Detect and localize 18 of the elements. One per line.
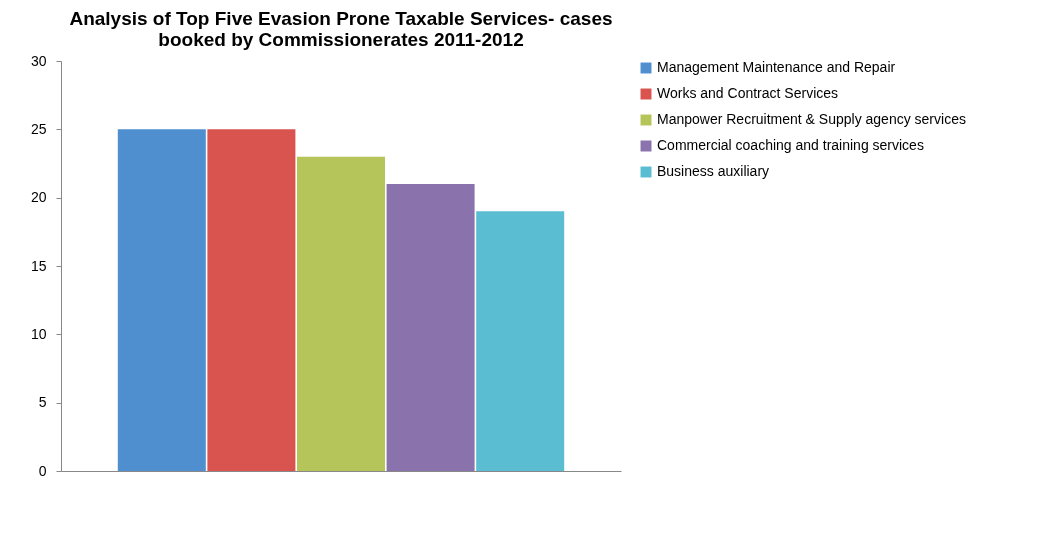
y-tick-label: 15 bbox=[30, 257, 47, 274]
bar bbox=[297, 156, 385, 471]
legend-label: Works and Contract Services bbox=[657, 85, 839, 101]
y-tick-label: 20 bbox=[30, 189, 47, 206]
bar bbox=[386, 184, 475, 471]
chart-title: Analysis of Top Five Evasion Prone Taxable Services- cases booked by Commissionerates 2011-2012 bbox=[69, 8, 613, 50]
y-tick-label: 25 bbox=[30, 120, 47, 137]
y-tick-label: 10 bbox=[30, 325, 47, 342]
bar bbox=[476, 211, 565, 471]
y-tick-label: 5 bbox=[38, 394, 47, 411]
legend-label: Commercial coaching and training services bbox=[657, 137, 924, 153]
y-tick-label: 30 bbox=[30, 52, 47, 69]
bar bbox=[117, 129, 206, 471]
bar bbox=[207, 129, 296, 471]
legend-label: Management Maintenance and Repair bbox=[657, 59, 896, 75]
legend-label: Business auxiliary bbox=[657, 163, 770, 179]
legend-label: Manpower Recruitment & Supply agency services bbox=[657, 111, 966, 127]
y-tick-label: 0 bbox=[38, 462, 47, 479]
